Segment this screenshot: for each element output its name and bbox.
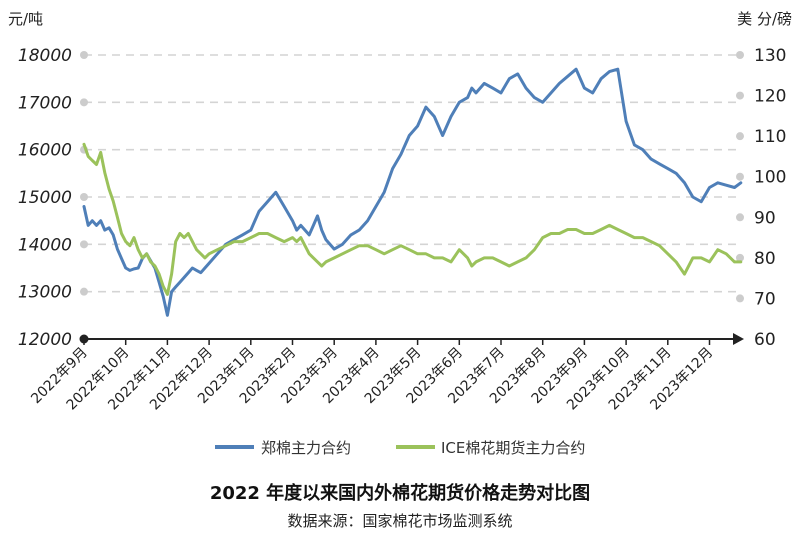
data-source: 数据来源：国家棉花市场监测系统 bbox=[287, 512, 512, 530]
series-line-zheng bbox=[82, 67, 743, 317]
y-tick-label-left: 12000 bbox=[18, 330, 72, 350]
grid-dot-right bbox=[736, 132, 744, 141]
grid-dot-left bbox=[80, 240, 88, 249]
y-tick-label-right: 80 bbox=[754, 249, 776, 269]
grid-dot-left bbox=[80, 287, 88, 296]
legend-label-ice: ICE棉花期货主力合约 bbox=[441, 439, 585, 457]
x-axis-tick-labels: 2022年9月2022年10月2022年11月2022年12月2023年1月20… bbox=[28, 345, 716, 414]
left-axis-tick-labels: 18000 17000 16000 15000 14000 13000 12000 bbox=[18, 46, 72, 350]
legend-label-zheng: 郑棉主力合约 bbox=[261, 439, 351, 457]
series-line-ice bbox=[82, 142, 743, 296]
right-axis-tick-labels: 130 120 110 100 90 80 70 60 bbox=[754, 46, 786, 350]
y-tick-label-left: 15000 bbox=[18, 188, 72, 208]
legend: 郑棉主力合约 ICE棉花期货主力合约 bbox=[215, 439, 585, 457]
y-tick-label-left: 18000 bbox=[18, 46, 72, 66]
x-axis bbox=[79, 333, 744, 345]
x-axis-arrow bbox=[733, 333, 744, 345]
series-lines bbox=[82, 67, 743, 317]
grid-dot-left bbox=[80, 193, 88, 201]
y-tick-label-left: 14000 bbox=[18, 235, 72, 255]
grid-dot-right bbox=[736, 91, 744, 100]
y-tick-label-right: 130 bbox=[754, 46, 786, 66]
grid-dot-left bbox=[80, 98, 88, 107]
grid-dot-right bbox=[736, 213, 744, 222]
y-tick-label-right: 110 bbox=[754, 127, 786, 147]
left-axis-unit: 元/吨 bbox=[8, 10, 43, 28]
chart-title: 2022 年度以来国内外棉花期货价格走势对比图 bbox=[210, 482, 590, 504]
right-axis-unit: 美 分/磅 bbox=[737, 10, 792, 28]
y-tick-label-left: 13000 bbox=[18, 283, 72, 303]
y-tick-label-right: 70 bbox=[754, 289, 776, 309]
y-tick-label-right: 60 bbox=[754, 330, 776, 350]
grid-lines bbox=[80, 51, 744, 303]
y-tick-label-right: 120 bbox=[754, 87, 786, 107]
y-tick-label-right: 90 bbox=[754, 208, 776, 228]
y-tick-label-left: 16000 bbox=[18, 141, 72, 161]
grid-dot-right bbox=[736, 294, 744, 303]
grid-dot-right bbox=[736, 172, 744, 181]
grid-dot-left bbox=[80, 51, 88, 59]
y-tick-label-right: 100 bbox=[754, 168, 786, 188]
grid-dot-right bbox=[736, 51, 744, 59]
grid-dot-right bbox=[736, 253, 744, 262]
y-tick-label-left: 17000 bbox=[18, 93, 72, 113]
